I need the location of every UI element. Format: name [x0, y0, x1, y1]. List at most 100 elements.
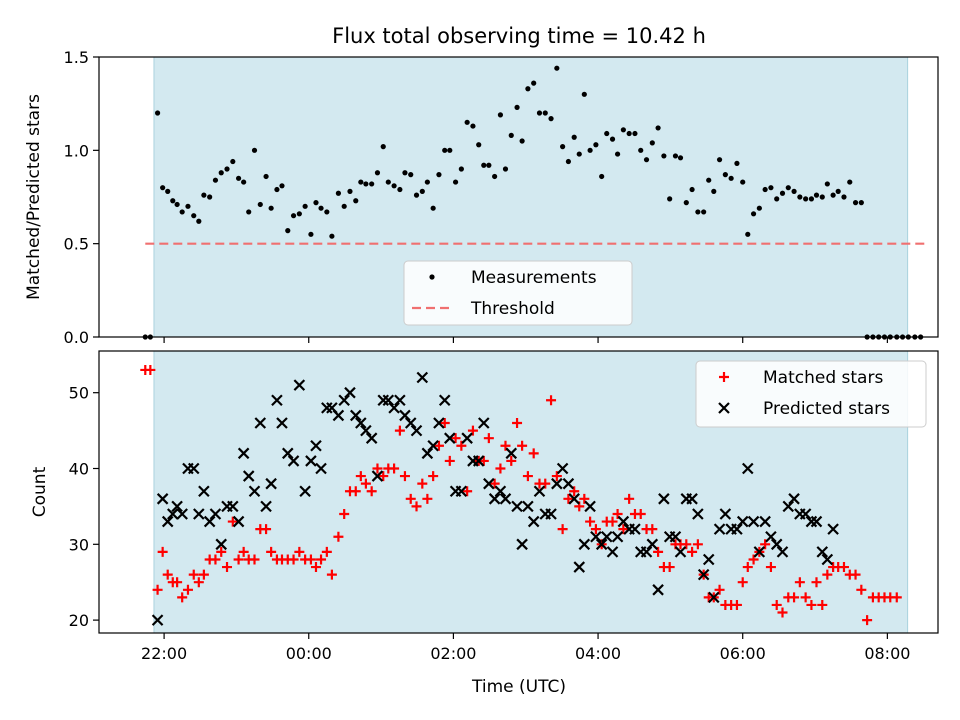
y-tick-label: 30 [69, 535, 89, 554]
measurement-point [324, 209, 330, 215]
measurement-point [424, 179, 430, 185]
predicted-star-point [377, 394, 390, 407]
predicted-star-point [433, 417, 445, 429]
predicted-star-point [827, 523, 839, 535]
measurement-point [391, 183, 397, 189]
measurement-point [672, 153, 679, 159]
predicted-star-point [248, 485, 261, 498]
axes-frame [98, 350, 939, 634]
measurement-point [174, 201, 180, 208]
predicted-star-point [697, 568, 710, 581]
measurement-point [335, 190, 342, 196]
predicted-star-point [522, 500, 534, 513]
y-tick-label: 40 [69, 460, 89, 479]
measurement-point [165, 188, 171, 194]
matched-star-point [811, 577, 822, 588]
predicted-star-point [478, 417, 490, 429]
matched-star-point [378, 471, 389, 482]
predicted-star-point [533, 485, 546, 498]
matched-star-point [517, 440, 528, 451]
matched-star-point [428, 471, 439, 482]
measurement-point [263, 173, 269, 180]
predicted-star-point [293, 379, 306, 391]
predicted-star-point [215, 538, 228, 551]
measurement-point [745, 231, 751, 237]
predicted-star-point [595, 538, 608, 551]
predicted-star-point [658, 493, 670, 505]
matched-star-point [891, 592, 902, 603]
predicted-star-point [584, 500, 596, 513]
measurement-point [508, 132, 514, 138]
measurement-point [785, 185, 791, 191]
measurement-point [318, 205, 324, 211]
measurement-point [593, 142, 599, 148]
matched-star-point [489, 478, 500, 489]
matched-star-point [316, 554, 327, 565]
matched-star-point [145, 364, 156, 375]
matched-star-point [294, 546, 305, 557]
measurement-point [408, 172, 414, 178]
panel-ratio: 0.0 0.5 1.0 1.5 Measurements Threshold [64, 48, 939, 347]
matched-star-point [172, 577, 183, 588]
measurement-point [402, 170, 408, 176]
x-tick-label: 00:00 [286, 644, 332, 663]
predicted-star-point [646, 538, 659, 551]
y-tick-label: 20 [69, 611, 89, 630]
predicted-star-point [713, 523, 726, 535]
legend-marker [719, 372, 729, 382]
measurement-point [296, 211, 302, 217]
matched-star-point [366, 486, 377, 497]
predicted-star-point [600, 530, 613, 543]
matched-star-point [444, 455, 455, 466]
measurement-point [791, 188, 797, 194]
predicted-star-point [799, 508, 812, 520]
predicted-star-point [816, 546, 829, 558]
predicted-star-point [505, 447, 518, 460]
predicted-star-point [702, 553, 715, 566]
matched-star-point [439, 418, 450, 429]
measurement-point [274, 186, 280, 193]
measurement-point [170, 198, 176, 204]
legend: Matched stars Predicted stars [695, 360, 927, 428]
matched-star-point [506, 455, 517, 466]
matched-star-point [249, 554, 260, 565]
predicted-star-point [305, 455, 317, 467]
predicted-star-point [394, 394, 406, 407]
matched-star-point [389, 463, 400, 474]
matched-star-point [794, 577, 805, 588]
predicted-star-point [281, 447, 294, 460]
measurement-point [695, 209, 701, 215]
predicted-star-point [731, 523, 743, 535]
measurement-point [179, 209, 185, 215]
measurement-point [581, 91, 587, 97]
x-tick-label: 08:00 [864, 644, 910, 663]
measurement-point [363, 181, 369, 187]
matched-star-point [714, 584, 725, 595]
measurement-point [191, 213, 197, 219]
predicted-star-point [276, 417, 288, 429]
measurement-point [706, 177, 712, 183]
predicted-star-point [444, 432, 456, 444]
measurement-point [358, 179, 364, 185]
measurement-point [285, 228, 291, 234]
matched-star-point [748, 554, 759, 565]
matched-star-point [462, 486, 473, 497]
predicted-star-point [788, 493, 800, 505]
legend-box [403, 260, 633, 326]
predicted-star-point [821, 553, 834, 566]
predicted-star-point [805, 515, 818, 528]
measurement-point [609, 136, 616, 142]
measurement-point [643, 157, 650, 163]
legend: Measurements Threshold [403, 260, 633, 326]
measurement-point [302, 203, 308, 209]
y-tick-label: 1.0 [64, 141, 89, 160]
measurement-point [519, 138, 525, 144]
matched-star-point [288, 554, 299, 565]
measurement-point [290, 213, 297, 219]
measurement-point [502, 166, 509, 172]
matched-star-point [777, 607, 788, 618]
measurement-point [813, 192, 820, 198]
predicted-star-point [321, 402, 333, 414]
predicted-star-point [187, 462, 200, 475]
matched-star-point [528, 448, 539, 459]
